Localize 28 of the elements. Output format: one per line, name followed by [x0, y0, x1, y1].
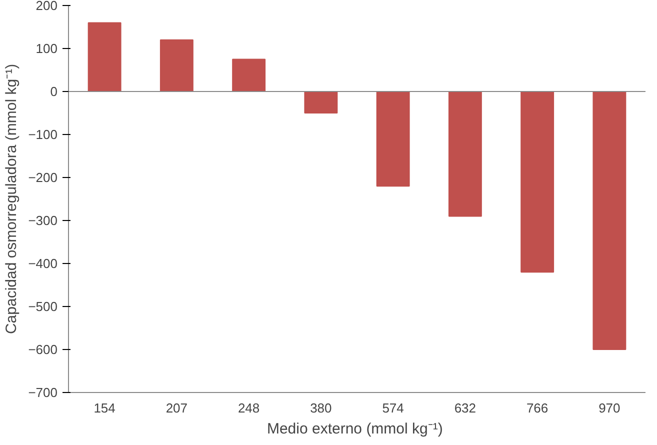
bar — [448, 91, 482, 217]
x-tick-label: 970 — [598, 400, 620, 416]
x-axis-title: Medio externo (mmol kg⁻¹) — [266, 420, 443, 438]
x-tick-label: 154 — [94, 400, 116, 416]
bar — [232, 58, 266, 92]
y-tick-label: −700 — [28, 385, 58, 400]
bar — [160, 39, 194, 92]
x-tick-label: 574 — [382, 400, 404, 416]
bar — [376, 91, 410, 187]
y-tick-label: −200 — [28, 170, 58, 185]
bar — [88, 22, 122, 92]
y-tick-label: −600 — [28, 342, 58, 357]
y-tick-label: 200 — [36, 0, 58, 13]
x-tick-label: 248 — [238, 400, 260, 416]
x-tick-label: 380 — [310, 400, 332, 416]
y-tick-label: 0 — [50, 84, 58, 99]
x-tick-label: 632 — [454, 400, 476, 416]
bar — [592, 91, 626, 350]
y-tick-label: −500 — [28, 299, 58, 314]
bar — [520, 91, 554, 273]
x-tick-label: 207 — [166, 400, 188, 416]
bar — [304, 91, 338, 114]
y-tick-label: 100 — [36, 41, 58, 56]
x-tick-label: 766 — [526, 400, 548, 416]
y-tick-label: −400 — [28, 256, 58, 271]
y-tick-label: −100 — [28, 127, 58, 142]
y-tick-label: −300 — [28, 213, 58, 228]
y-axis-title: Capacidad osmorreguladora (mmol kg⁻¹) — [3, 64, 20, 334]
